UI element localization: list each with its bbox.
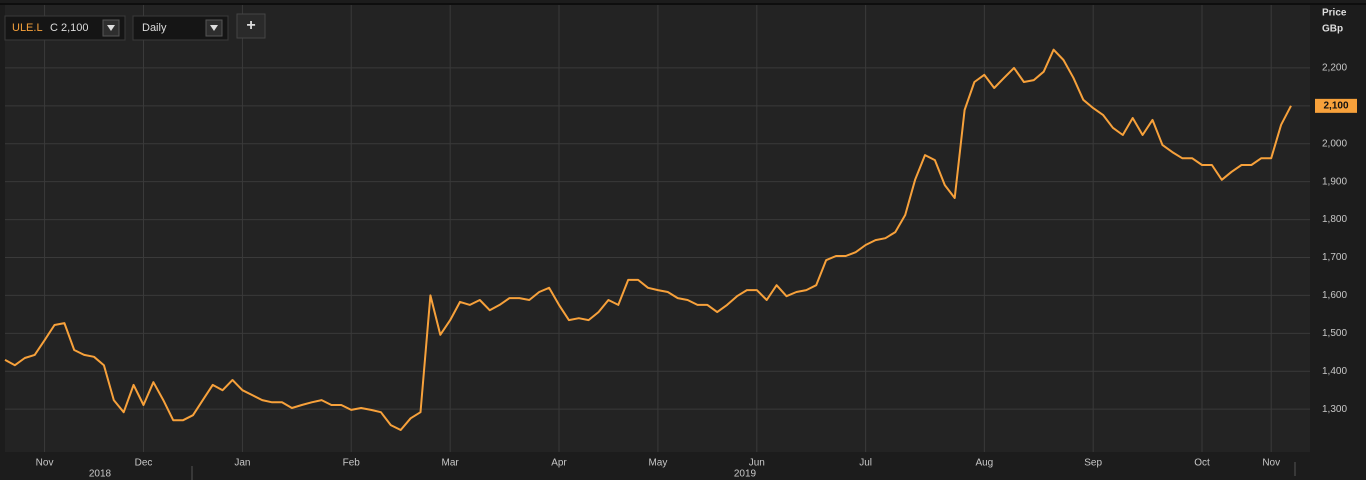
x-tick-label: Aug [975, 458, 993, 469]
x-tick-label: Nov [1262, 458, 1280, 469]
toolbar: ULE.L C 2,100 Daily + [4, 13, 266, 41]
close-price: C 2,100 [50, 22, 89, 34]
year-label: 2018 [89, 469, 112, 480]
price-line [4, 48, 1292, 431]
x-tick-label: Jul [859, 458, 872, 469]
x-tick-label: Nov [36, 458, 54, 469]
add-icon: + [246, 17, 255, 34]
symbol: ULE.L [12, 22, 43, 34]
x-tick-label: Sep [1084, 458, 1102, 469]
dropdown-arrow [107, 25, 115, 31]
last-price-label: 2,100 [1323, 100, 1348, 111]
x-tick-label: Feb [343, 458, 361, 469]
y-axis-title: Price [1322, 8, 1347, 19]
x-tick-label: Dec [135, 458, 153, 469]
x-tick-label: Jun [749, 458, 765, 469]
y-tick-label: 1,300 [1322, 404, 1347, 415]
y-tick-label: 1,700 [1322, 252, 1347, 263]
y-tick-label: 2,200 [1322, 63, 1347, 74]
x-tick-label: Jan [234, 458, 250, 469]
y-tick-label: 1,900 [1322, 176, 1347, 187]
y-tick-label: 1,800 [1322, 214, 1347, 225]
add-button[interactable] [236, 13, 266, 39]
x-tick-label: Apr [551, 458, 567, 469]
x-tick-label: Oct [1194, 458, 1210, 469]
grid [5, 5, 1310, 452]
y-tick-label: 1,600 [1322, 290, 1347, 301]
y-tick-label: 2,000 [1322, 138, 1347, 149]
interval: Daily [142, 22, 167, 34]
y-tick-label: 1,500 [1322, 328, 1347, 339]
dropdown-arrow [210, 25, 218, 31]
x-tick-label: May [648, 458, 667, 469]
last-price-badge [1315, 98, 1357, 113]
year-label: 2019 [734, 469, 757, 480]
y-tick-label: 1,400 [1322, 366, 1347, 377]
x-tick-label: Mar [442, 458, 460, 469]
y-axis-title: GBp [1322, 24, 1343, 35]
